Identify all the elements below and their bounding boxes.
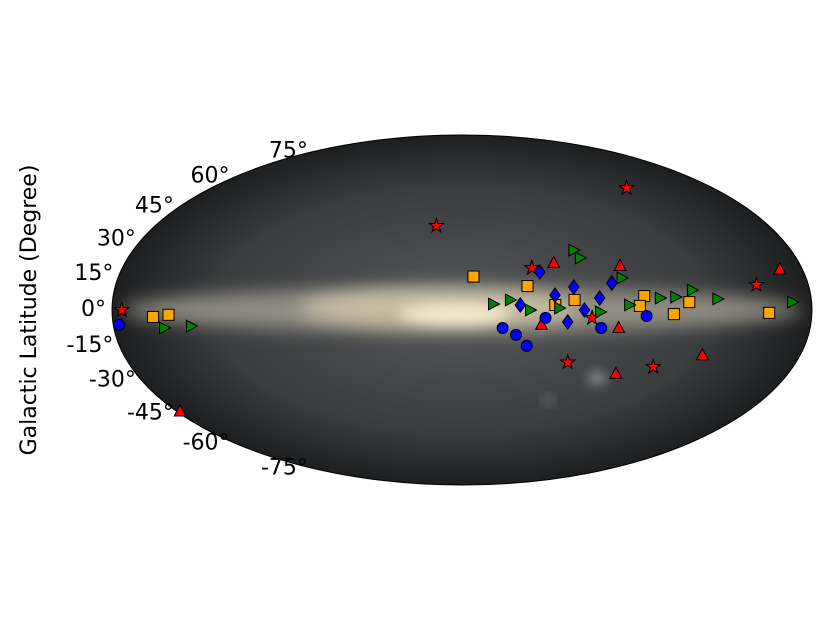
point bbox=[568, 243, 582, 257]
point bbox=[606, 274, 618, 291]
point bbox=[523, 258, 541, 276]
point bbox=[539, 311, 552, 324]
point bbox=[763, 306, 776, 319]
y-tick-label: -75° bbox=[261, 456, 308, 481]
point bbox=[594, 305, 608, 319]
point bbox=[185, 319, 199, 333]
point bbox=[561, 313, 574, 330]
point bbox=[747, 275, 766, 293]
point bbox=[644, 357, 662, 375]
point bbox=[773, 261, 787, 275]
y-tick-label: -45° bbox=[127, 401, 174, 426]
sky-map bbox=[112, 135, 812, 485]
point bbox=[624, 298, 637, 312]
point bbox=[534, 317, 549, 330]
point bbox=[113, 318, 126, 331]
point bbox=[640, 309, 653, 323]
point bbox=[113, 300, 131, 318]
point bbox=[554, 301, 567, 315]
point bbox=[504, 293, 518, 307]
point bbox=[567, 279, 580, 296]
point bbox=[521, 280, 534, 293]
point bbox=[496, 321, 509, 334]
point bbox=[609, 366, 623, 379]
point bbox=[427, 216, 446, 234]
y-tick-label: -15° bbox=[66, 333, 113, 358]
point bbox=[173, 403, 187, 417]
y-tick-label: 60° bbox=[191, 164, 230, 189]
point bbox=[670, 290, 683, 304]
y-tick-label: 15° bbox=[74, 261, 113, 286]
point bbox=[534, 264, 546, 281]
point bbox=[509, 328, 522, 341]
map-border bbox=[111, 134, 813, 486]
point bbox=[147, 310, 160, 323]
y-tick-label: -60° bbox=[183, 430, 230, 455]
point bbox=[520, 339, 533, 352]
y-axis-label: Galactic Latitude (Degree) bbox=[17, 165, 42, 456]
point bbox=[159, 321, 172, 335]
point bbox=[559, 353, 577, 370]
point bbox=[654, 291, 668, 305]
point bbox=[514, 296, 527, 313]
point bbox=[695, 347, 710, 361]
point bbox=[525, 303, 538, 317]
point bbox=[547, 255, 561, 268]
point bbox=[617, 179, 636, 196]
y-tick-label: 0° bbox=[81, 297, 106, 322]
point bbox=[712, 292, 725, 306]
point bbox=[611, 320, 626, 334]
y-tick-label: 45° bbox=[135, 193, 174, 218]
point bbox=[467, 270, 480, 283]
point bbox=[593, 290, 606, 307]
y-tick-label: 75° bbox=[269, 138, 308, 163]
point bbox=[633, 299, 646, 312]
point bbox=[578, 301, 591, 319]
point bbox=[162, 308, 175, 321]
point bbox=[616, 271, 630, 285]
point bbox=[787, 295, 800, 309]
point bbox=[568, 293, 581, 306]
point bbox=[613, 258, 627, 271]
point bbox=[595, 321, 608, 334]
point bbox=[574, 251, 588, 265]
point bbox=[488, 297, 501, 311]
point bbox=[667, 308, 680, 321]
y-tick-label: 30° bbox=[97, 226, 136, 251]
point bbox=[686, 283, 700, 297]
point bbox=[683, 296, 696, 309]
y-tick-label: -30° bbox=[89, 368, 136, 393]
